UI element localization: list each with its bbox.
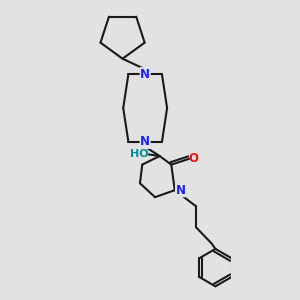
Text: N: N [176, 184, 186, 197]
Text: O: O [188, 152, 199, 165]
Text: HO: HO [130, 149, 148, 159]
Text: N: N [140, 135, 150, 148]
Text: N: N [140, 68, 150, 81]
